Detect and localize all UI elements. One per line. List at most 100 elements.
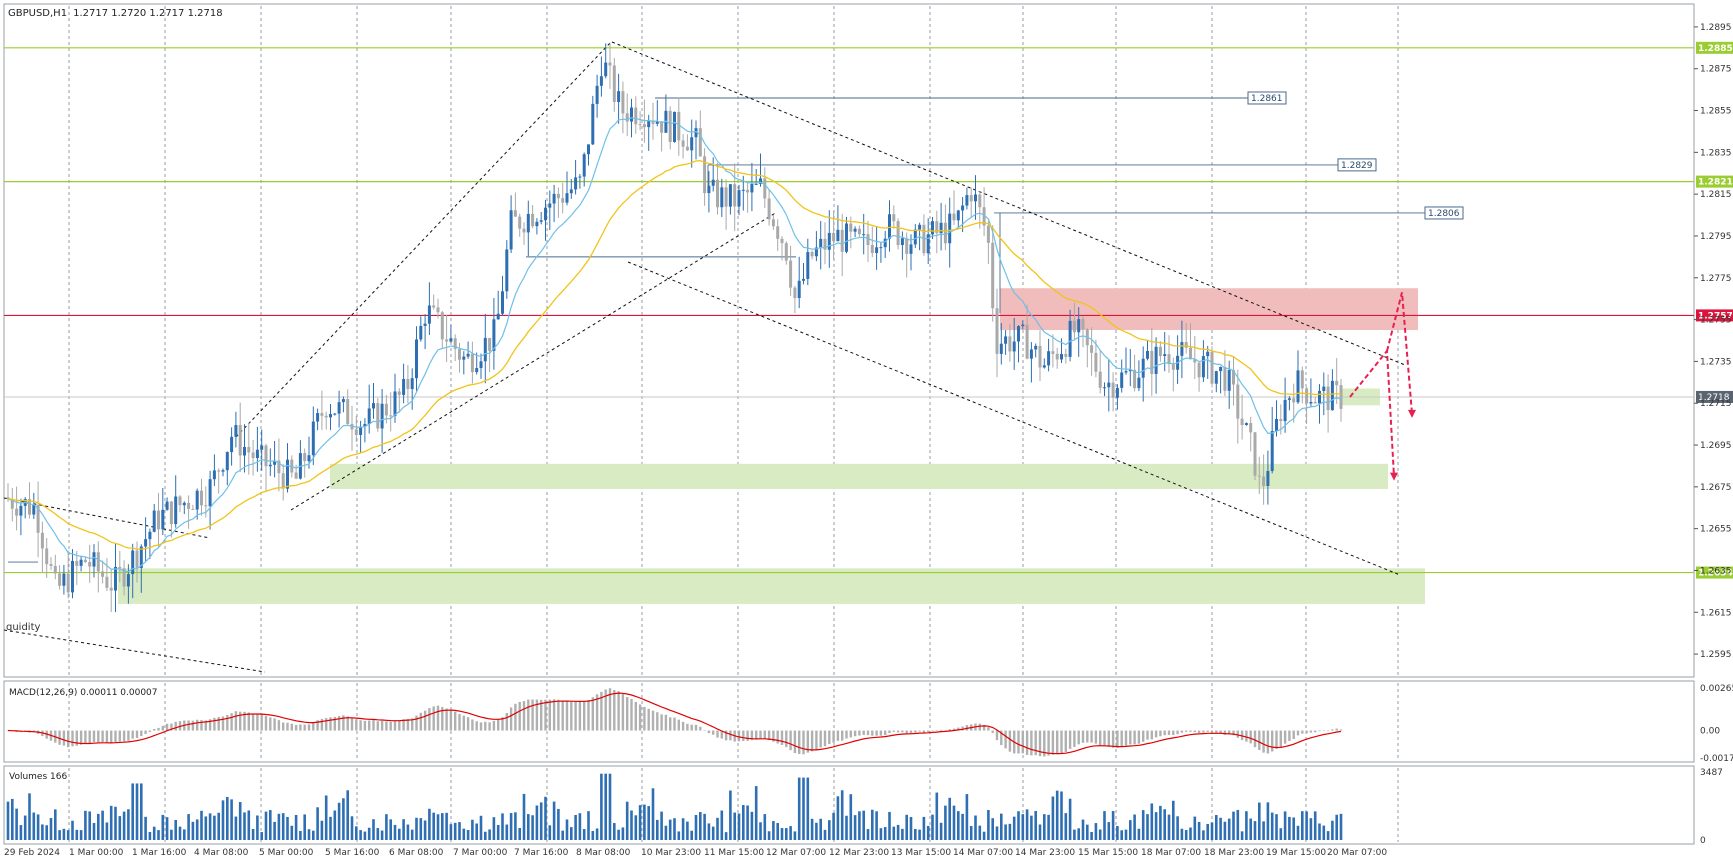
- macd-bar: [858, 730, 861, 736]
- macd-bar: [1185, 730, 1188, 732]
- macd-bar: [746, 730, 749, 741]
- macd-bar: [101, 730, 104, 743]
- candle-body: [415, 339, 418, 379]
- macd-bar: [1283, 730, 1287, 744]
- macd-bar: [247, 712, 250, 731]
- candle-body: [165, 501, 169, 510]
- macd-bar: [329, 717, 332, 731]
- volume-bar: [991, 818, 994, 840]
- macd-bar: [557, 699, 560, 731]
- candle-body: [230, 436, 234, 453]
- macd-bar: [221, 716, 225, 731]
- candle-body: [208, 479, 212, 507]
- candle-body: [251, 452, 255, 459]
- volume-bar: [165, 817, 169, 840]
- macd-bar: [368, 720, 371, 731]
- candle-body: [40, 532, 44, 549]
- candle-body: [1305, 388, 1309, 404]
- price-tick-label: 1.2835: [1700, 148, 1732, 158]
- macd-bar: [871, 730, 874, 736]
- macd-bar: [1103, 730, 1106, 747]
- macd-bar: [535, 699, 539, 731]
- volume-bar: [1335, 814, 1338, 840]
- macd-bar: [600, 691, 603, 731]
- volume-bar: [1154, 812, 1158, 840]
- volume-bar: [840, 790, 844, 840]
- volume-tick-label: 3487: [1700, 768, 1723, 778]
- volume-bar: [217, 812, 220, 840]
- volume-bar: [1146, 814, 1149, 840]
- candle-body: [161, 509, 165, 530]
- macd-bar: [363, 720, 367, 731]
- macd-bar: [1339, 729, 1343, 731]
- volume-bar: [754, 786, 758, 840]
- candle-body: [432, 305, 436, 308]
- volume-bar: [608, 773, 612, 840]
- volume-bar: [1215, 815, 1218, 840]
- candle-body: [918, 224, 922, 230]
- demand-zone-mid: [330, 463, 1388, 489]
- volume-bar: [157, 830, 160, 840]
- macd-bar: [251, 713, 255, 731]
- candle-body: [1330, 380, 1334, 411]
- volume-bar: [294, 814, 298, 840]
- macd-bar: [350, 717, 354, 731]
- candle-body: [148, 531, 152, 540]
- macd-bar: [1189, 730, 1192, 732]
- candle-body: [668, 110, 672, 143]
- volume-bar: [1180, 828, 1184, 840]
- candle-body: [1042, 365, 1046, 368]
- macd-bar: [922, 730, 926, 733]
- candle-body: [466, 353, 470, 357]
- macd-bar: [626, 697, 629, 731]
- macd-bar: [88, 730, 91, 744]
- volume-bar: [638, 805, 642, 840]
- candle-body: [866, 234, 870, 245]
- macd-bar: [1068, 730, 1072, 749]
- volume-bar: [974, 815, 977, 840]
- macd-bar: [617, 691, 620, 731]
- candle-body: [789, 260, 793, 288]
- volume-bar: [247, 810, 251, 840]
- macd-bar: [849, 730, 852, 738]
- candle-body: [1137, 377, 1141, 389]
- candle-body: [832, 232, 836, 242]
- ray-1-label: 1.2861: [1251, 94, 1283, 104]
- candle-body: [612, 65, 616, 102]
- candle-body: [501, 291, 504, 314]
- candle-body: [531, 213, 535, 227]
- macd-bar: [479, 722, 483, 731]
- candle-body: [888, 214, 891, 239]
- volume-bar: [372, 819, 375, 840]
- candle-body: [88, 561, 92, 567]
- volume-bar: [1266, 802, 1270, 840]
- macd-bar: [1017, 730, 1020, 754]
- candle-body: [1072, 320, 1076, 333]
- macd-bar: [785, 730, 788, 748]
- candle-body: [539, 220, 543, 222]
- volume-bar: [1219, 817, 1222, 840]
- ema-fast-line: [7, 117, 1342, 573]
- candle-body: [71, 560, 74, 593]
- volume-bar: [651, 788, 655, 840]
- macd-bar: [501, 717, 504, 731]
- candle-body: [470, 353, 474, 373]
- candle-body: [337, 402, 341, 414]
- candle-body: [178, 496, 182, 506]
- volume-bar: [600, 773, 603, 840]
- volume-bar: [380, 830, 384, 840]
- volume-bar: [105, 822, 109, 840]
- volume-bar: [79, 830, 83, 840]
- candle-body: [759, 178, 762, 184]
- volume-bar: [539, 802, 543, 840]
- volume-bar: [797, 777, 801, 840]
- macd-bar: [707, 730, 711, 734]
- volume-bar: [213, 815, 216, 840]
- volume-bar: [832, 812, 835, 840]
- time-label: 14 Mar 23:00: [1015, 848, 1075, 858]
- volume-bar: [613, 823, 616, 840]
- candle-body: [45, 548, 49, 565]
- volume-bar: [948, 797, 951, 840]
